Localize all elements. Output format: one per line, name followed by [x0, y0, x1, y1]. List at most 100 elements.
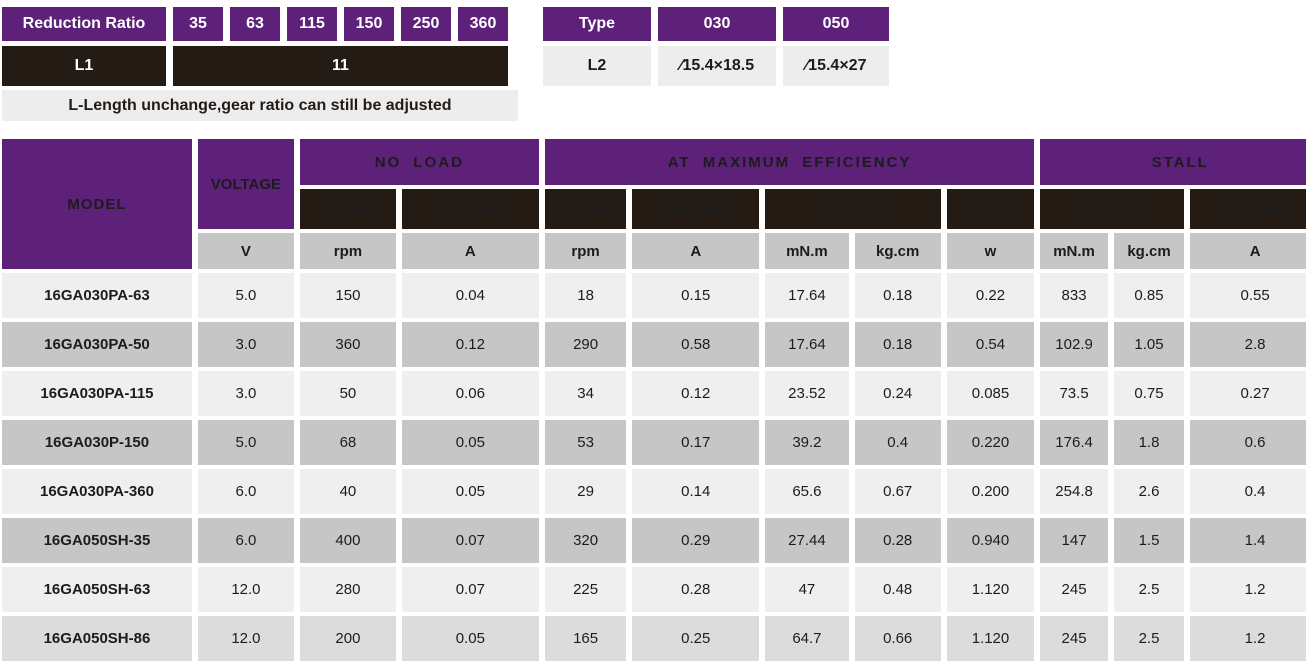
ratio-cell: 360	[458, 7, 508, 41]
table-row: 16GA030PA-115 3.0 50 0.06 34 0.12 23.52 …	[2, 371, 1306, 416]
ratio-cell: 115	[287, 7, 337, 41]
l2-value: ∕15.4×18.5	[658, 46, 776, 86]
value-cell: 0.04	[401, 273, 539, 318]
ratio-cell: 250	[401, 7, 451, 41]
model-cell: 16GA030P-150	[2, 420, 192, 465]
model-cell: 16GA050SH-35	[2, 518, 192, 563]
value-cell: 39.2	[765, 420, 849, 465]
voltage-header: VOLTAGE	[197, 139, 294, 229]
unit-cell: A	[401, 233, 539, 269]
unit-cell: kg.cm	[1113, 233, 1185, 269]
ratio-cell: 63	[230, 7, 280, 41]
type-section: Type 030 050 L2 ∕15.4×18.5 ∕15.4×27	[536, 2, 896, 91]
group-header-row: MODEL VOLTAGE NO LOAD AT MAXIMUM EFFICIE…	[2, 139, 1306, 269]
value-cell: 0.18	[854, 322, 941, 367]
value-cell: 254.8	[1040, 469, 1108, 514]
value-cell: 1.120	[946, 616, 1035, 661]
value-cell: 12.0	[197, 567, 294, 612]
model-cell: 16GA030PA-50	[2, 322, 192, 367]
value-cell: 53	[544, 420, 627, 465]
value-cell: 0.66	[854, 616, 941, 661]
units-row: V rpm A rpm A mN.m kg.cm w mN.m kg.cm A	[2, 233, 1306, 269]
value-cell: 0.58	[632, 322, 760, 367]
motor-spec-table: MODEL VOLTAGE NO LOAD AT MAXIMUM EFFICIE…	[0, 135, 1306, 665]
value-cell: 0.07	[401, 567, 539, 612]
value-cell: 40	[299, 469, 396, 514]
unit-cell: V	[197, 233, 294, 269]
unit-cell: mN.m	[765, 233, 849, 269]
max-efficiency-header: AT MAXIMUM EFFICIENCY	[544, 139, 1035, 185]
value-cell: 0.200	[946, 469, 1035, 514]
value-cell: 5.0	[197, 273, 294, 318]
value-cell: 0.28	[632, 567, 760, 612]
l1-value: 11	[173, 46, 508, 86]
value-cell: 17.64	[765, 273, 849, 318]
value-cell: 290	[544, 322, 627, 367]
value-cell: 65.6	[765, 469, 849, 514]
sub-header-row: SPEED CURRENT SPEED CURREMT TORQUE OUTPU…	[2, 189, 1306, 229]
value-cell: 2.5	[1113, 567, 1185, 612]
value-cell: 1.05	[1113, 322, 1185, 367]
value-cell: 0.05	[401, 420, 539, 465]
value-cell: 0.27	[1190, 371, 1306, 416]
value-cell: 0.17	[632, 420, 760, 465]
model-cell: 16GA050SH-63	[2, 567, 192, 612]
no-load-current-header: CURRENT	[401, 189, 539, 229]
table-row: 16GA030P-150 5.0 68 0.05 53 0.17 39.2 0.…	[2, 420, 1306, 465]
value-cell: 0.75	[1113, 371, 1185, 416]
value-cell: 5.0	[197, 420, 294, 465]
value-cell: 1.5	[1113, 518, 1185, 563]
unit-cell: kg.cm	[854, 233, 941, 269]
type-table: Type 030 050 L2 ∕15.4×18.5 ∕15.4×27	[536, 2, 896, 91]
value-cell: 225	[544, 567, 627, 612]
value-cell: 0.29	[632, 518, 760, 563]
table-row: 16GA030PA-63 5.0 150 0.04 18 0.15 17.64 …	[2, 273, 1306, 318]
no-load-speed-header: SPEED	[299, 189, 396, 229]
ratio-cell: 35	[173, 7, 223, 41]
value-cell: 0.55	[1190, 273, 1306, 318]
value-cell: 0.25	[632, 616, 760, 661]
reduction-ratio-header-row: Reduction Ratio 35 63 115 150 250 360	[2, 7, 508, 41]
unit-cell: A	[632, 233, 760, 269]
value-cell: 0.22	[946, 273, 1035, 318]
no-load-header: NO LOAD	[299, 139, 539, 185]
reduction-ratio-section: Reduction Ratio 35 63 115 150 250 360 L1…	[0, 2, 515, 91]
value-cell: 1.2	[1190, 616, 1306, 661]
value-cell: 27.44	[765, 518, 849, 563]
ratio-cell: 150	[344, 7, 394, 41]
model-header: MODEL	[2, 139, 192, 269]
stall-torque-header: TORQUE	[1040, 189, 1185, 229]
unit-cell: mN.m	[1040, 233, 1108, 269]
value-cell: 0.54	[946, 322, 1035, 367]
stall-current-header: CURRENT	[1190, 189, 1306, 229]
value-cell: 0.67	[854, 469, 941, 514]
value-cell: 0.05	[401, 616, 539, 661]
output-header: OUTPUT	[946, 189, 1035, 229]
value-cell: 0.05	[401, 469, 539, 514]
reduction-ratio-label: Reduction Ratio	[2, 7, 166, 41]
value-cell: 400	[299, 518, 396, 563]
table-row: 16GA050SH-63 12.0 280 0.07 225 0.28 47 0…	[2, 567, 1306, 612]
value-cell: 0.085	[946, 371, 1035, 416]
value-cell: 6.0	[197, 518, 294, 563]
value-cell: 320	[544, 518, 627, 563]
value-cell: 17.64	[765, 322, 849, 367]
type-cell: 050	[783, 7, 889, 41]
value-cell: 2.8	[1190, 322, 1306, 367]
l1-row: L1 11	[2, 46, 508, 86]
value-cell: 245	[1040, 567, 1108, 612]
model-cell: 16GA030PA-115	[2, 371, 192, 416]
value-cell: 6.0	[197, 469, 294, 514]
value-cell: 833	[1040, 273, 1108, 318]
value-cell: 0.940	[946, 518, 1035, 563]
value-cell: 0.18	[854, 273, 941, 318]
value-cell: 0.4	[1190, 469, 1306, 514]
model-cell: 16GA030PA-360	[2, 469, 192, 514]
value-cell: 73.5	[1040, 371, 1108, 416]
value-cell: 0.12	[632, 371, 760, 416]
value-cell: 0.07	[401, 518, 539, 563]
value-cell: 1.2	[1190, 567, 1306, 612]
type-header-row: Type 030 050	[543, 7, 889, 41]
max-eff-speed-header: SPEED	[544, 189, 627, 229]
table-row: 16GA050SH-35 6.0 400 0.07 320 0.29 27.44…	[2, 518, 1306, 563]
